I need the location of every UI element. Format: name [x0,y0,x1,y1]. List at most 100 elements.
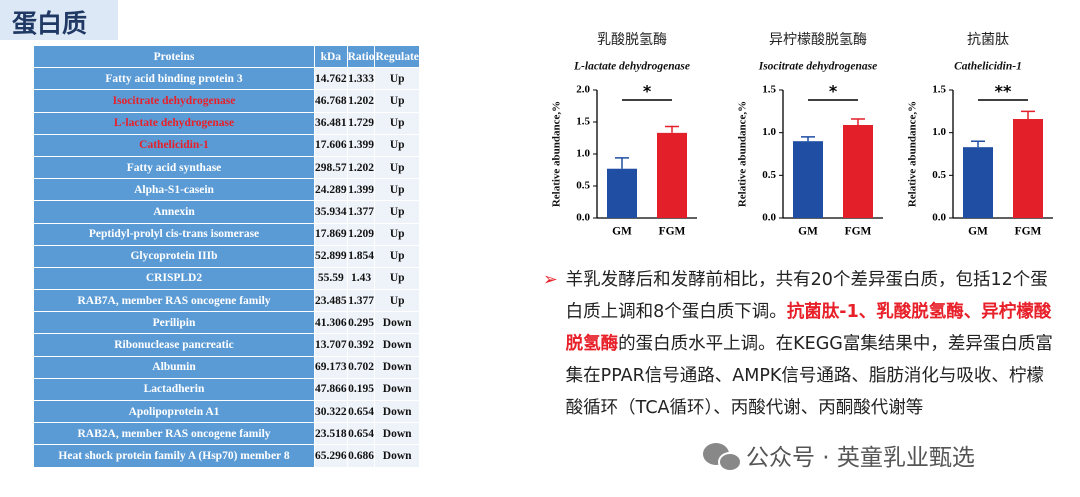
y-tick-label: 0.0 [762,212,776,224]
y-tick-label: 1.0 [932,126,946,138]
cell: 0.686 [346,444,376,468]
x-tick-label: FGM [845,226,872,238]
cell: 0.392 [346,333,376,357]
bar [843,124,873,218]
x-tick-label: FGM [659,226,686,238]
cell: Up [374,67,420,91]
table-row: L-lactate dehydrogenase 36.481 1.729 Up [33,111,420,135]
protein-name: CRISPLD2 [33,266,315,291]
cell: Up [374,155,420,180]
y-tick-label: 0.5 [762,169,776,181]
error-bar [801,136,815,142]
chart-subtitle: Isocitrate dehydrogenase [758,61,878,73]
protein-name: Albumin [33,355,315,379]
protein-name: Fatty acid synthase [33,155,315,180]
bar [963,147,993,218]
cell: 46.768 [314,89,348,113]
cell: Down [374,422,420,446]
header-row: Proteins kDa Ratio Regulate [33,44,420,69]
cell: 1.729 [346,111,376,135]
y-axis-label: Relative abundance,% [737,101,749,207]
bullet: ➢ [543,270,558,290]
y-tick-label: 1.0 [762,126,776,138]
table-row: Fatty acid synthase 298.57 1.202 Up [33,155,420,180]
protein-name: Fatty acid binding protein 3 [33,67,315,91]
header: 蛋白质 [0,0,118,40]
wechat-icon [703,443,742,472]
cell: 1.43 [346,266,376,291]
cell: 17.606 [314,133,348,157]
cell: Up [374,289,420,313]
bar [793,141,823,218]
cell: Down [374,333,420,357]
cell: Up [374,222,420,246]
cell: Up [374,89,420,113]
protein-name: Heat shock protein family A (Hsp70) memb… [33,444,315,468]
summary: ➢ 羊乳发酵后和发酵前相比，共有20个差异蛋白质，包括12个蛋白质上调和8个蛋白质… [543,264,1063,424]
table-row: Peptidyl-prolyl cis-trans isomerase 17.86… [33,222,420,246]
cell: Down [374,444,420,468]
cell: 0.195 [346,377,376,402]
column-header: Ratio [346,44,376,69]
cell: Down [374,377,420,402]
table-row: Perilipin 41.306 0.295 Down [33,311,420,335]
table-row: Ribonuclease pancreatic 13.707 0.392 Down [33,333,420,357]
text: 羊乳发酵后和发酵前相比，共有20个差异蛋白质，包括12个蛋白质上调和8个蛋白质下… [565,270,1048,322]
cell: 14.762 [314,67,348,91]
significance-label: * [643,82,652,101]
cell: 1.333 [346,67,376,91]
y-tick-label: 0.0 [576,212,590,224]
bar [657,132,687,218]
chart-title: 乳酸脱氢酶 [597,32,667,48]
y-tick-label: 1.5 [762,84,776,96]
protein-table: Proteins kDa Ratio Regulate Fatty acid bindi… [33,44,420,468]
watermark: 公众号 · 英童乳业甄选 [746,445,975,471]
table-row: Heat shock protein family A (Hsp70) memb… [33,444,420,468]
header-title: 蛋白质 [12,9,88,38]
emphasis-text: 抗菌肽-1、乳酸脱氢酶、异柠檬酸脱氢酶 [565,302,1052,354]
cell: 0.654 [346,399,376,424]
table-row: Glycoprotein IIIb 52.899 1.854 Up [33,244,420,268]
cell: 55.59 [314,266,348,291]
significance-label: * [829,82,838,101]
chart-subtitle: L-lactate dehydrogenase [573,61,690,73]
cell: Up [374,111,420,135]
protein-name: Isocitrate dehydrogenase [33,89,315,113]
table-row: Albumin 69.173 0.702 Down [33,355,420,379]
y-tick-label: 0.5 [932,169,946,181]
x-tick-label: FGM [1015,226,1042,238]
y-tick-label: 1.5 [932,84,946,96]
cell: Up [374,133,420,157]
chart-title: 抗菌肽 [967,32,1009,48]
cell: 36.481 [314,111,348,135]
protein-name: Peptidyl-prolyl cis-trans isomerase [33,222,315,246]
y-tick-label: 1.0 [576,148,590,160]
cell: 17.869 [314,222,348,246]
protein-name: Cathelicidin-1 [33,133,315,157]
cell: 65.296 [314,444,348,468]
protein-name: Alpha-S1-casein [33,178,315,202]
column-header: Regulate [374,44,420,69]
cell: Up [374,178,420,202]
cell: 298.57 [314,155,348,180]
protein-name: Lactadherin [33,377,315,402]
cell: Down [374,311,420,335]
protein-name: RAB7A, member RAS oncogene family [33,289,315,313]
protein-name: Perilipin [33,311,315,335]
table-row: Lactadherin 47.866 0.195 Down [33,377,420,402]
cell: 52.899 [314,244,348,268]
column-header: Proteins [33,44,315,69]
cell: 23.518 [314,422,348,446]
bar [1013,119,1043,218]
y-tick-label: 2.0 [576,84,590,96]
error-bar [851,118,865,125]
cell: 1.399 [346,178,376,202]
table-row: Isocitrate dehydrogenase 46.768 1.202 Up [33,89,420,113]
cell: 0.295 [346,311,376,335]
y-tick-label: 1.5 [576,116,590,128]
error-bar [971,140,985,148]
cell: Up [374,244,420,268]
x-tick-label: GM [798,226,818,238]
chart-subtitle: Cathelicidin-1 [954,61,1022,73]
